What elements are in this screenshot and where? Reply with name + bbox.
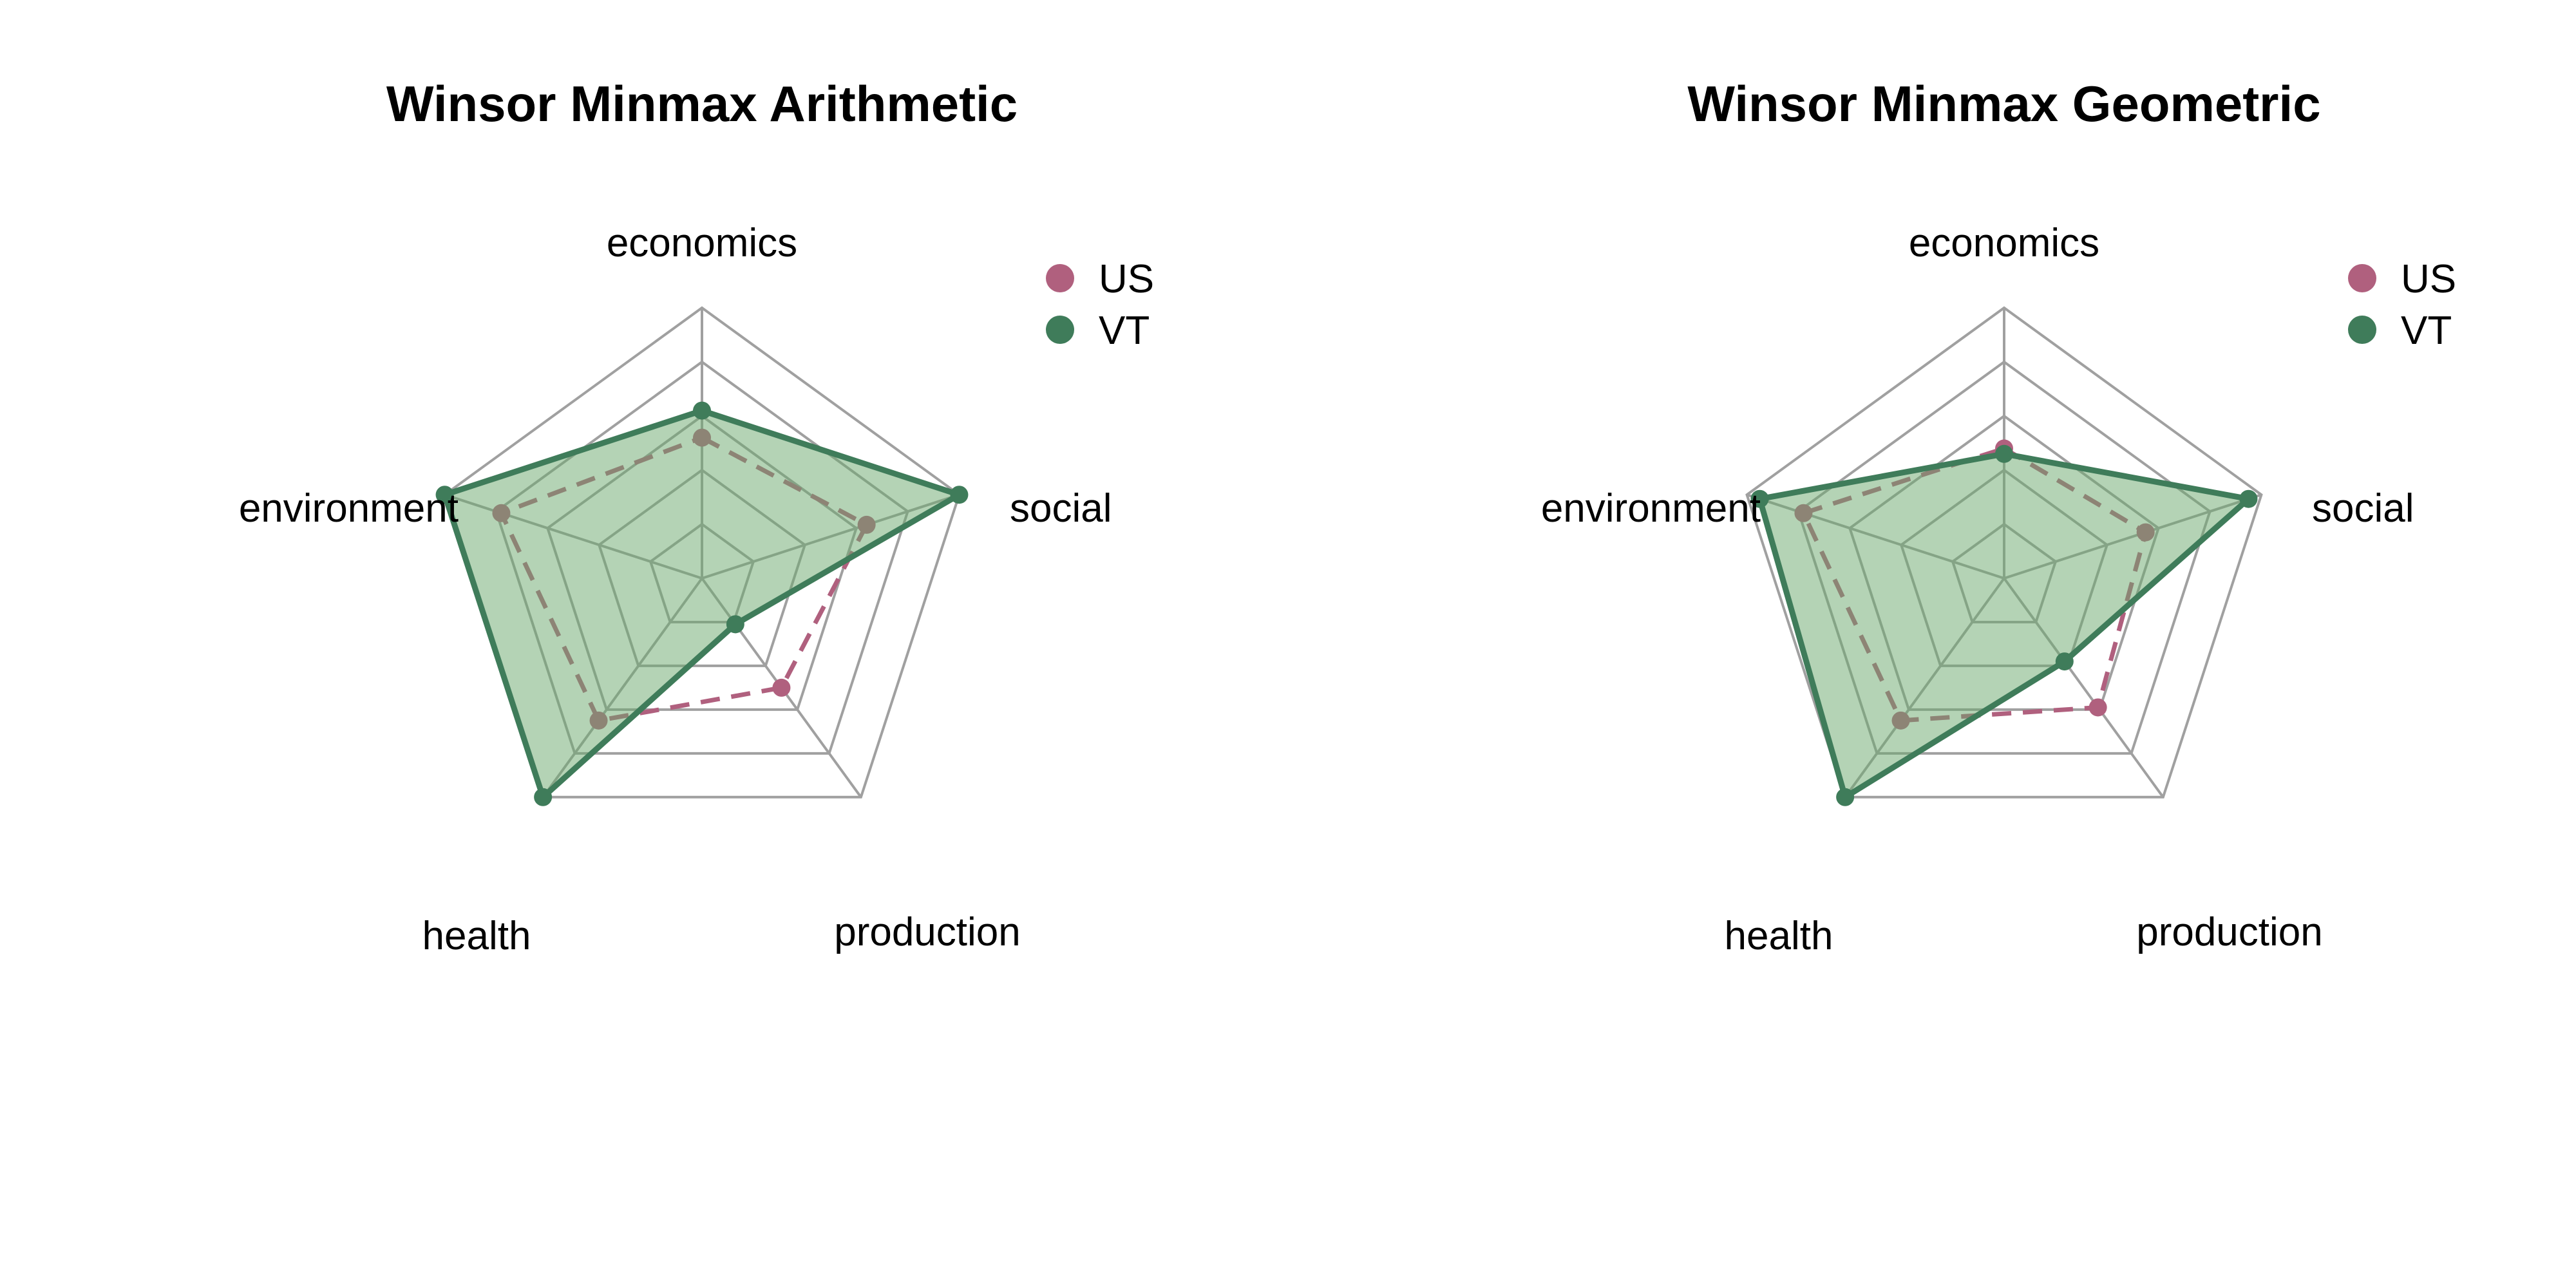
axis-label-health: health [1725,914,1833,958]
series-vt-point-economics [693,401,711,420]
legend-marker-vt [2348,316,2376,344]
radar-chart-arithmetic: Winsor Minmax Arithmetic economics socia… [239,75,1154,958]
axis-label-economics: economics [1909,221,2099,265]
legend-label-us: US [1099,257,1154,301]
series-vt-point-economics [1995,444,2013,463]
chart-title: Winsor Minmax Arithmetic [386,75,1018,132]
legend: US VT [1046,257,1154,353]
axis-label-economics: economics [607,221,797,265]
series-vt-point-production [2055,652,2074,671]
grid-ring [443,306,961,799]
series-vt-line [442,408,962,800]
legend: US VT [2348,257,2456,353]
axis-label-social: social [2312,486,2414,531]
axis-label-health: health [422,914,531,958]
axis-label-production: production [834,910,1021,954]
grid-ring [1745,306,2263,799]
series-vt-point-social [2239,489,2258,508]
axis-label-social: social [1010,486,1112,531]
series-vt-point-environment [1750,489,1769,508]
legend-marker-us [2348,264,2376,292]
legend-label-vt: VT [1099,308,1150,353]
series-vt-point-production [726,615,744,634]
series-vt-point-social [950,486,969,504]
series-us-point-production [2088,698,2107,717]
axis-label-production: production [2136,910,2323,954]
series-vt-point-health [1836,788,1855,806]
legend-marker-us [1046,264,1074,292]
radar-series [435,401,969,806]
chart-title: Winsor Minmax Geometric [1687,75,2320,132]
series-vt-line [1757,451,2251,800]
series-us-point-production [772,678,791,697]
series-vt-point-health [534,788,553,806]
axis-label-environment: environment [1541,486,1761,531]
radar-series [1750,439,2258,806]
legend-marker-vt [1046,316,1074,344]
series-vt-point-environment [435,486,454,504]
legend-label-vt: VT [2401,308,2452,353]
radar-chart-geometric: Winsor Minmax Geometric economics social… [1541,75,2456,958]
legend-label-us: US [2401,257,2456,301]
axis-label-environment: environment [239,486,459,531]
